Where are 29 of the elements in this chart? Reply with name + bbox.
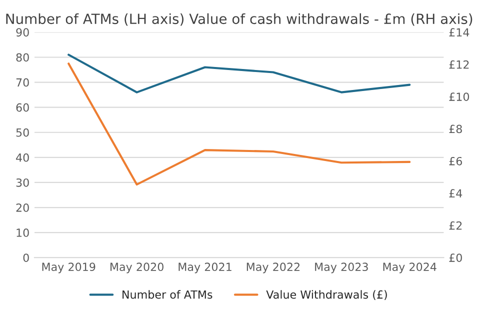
y2-tick-label: £10 [449, 92, 470, 101]
y-tick-label: 40 [16, 153, 29, 162]
line-series [68, 62, 411, 186]
y2-tick-label: £12 [449, 60, 469, 69]
x-tick-label: May 2022 [246, 262, 300, 274]
y2-tick-label: £0 [449, 254, 462, 262]
y2-tick-label: £14 [449, 28, 470, 36]
y-tick-label: 30 [16, 178, 29, 187]
y-tick-label: 0 [23, 254, 29, 262]
x-tick-label: May 2019 [42, 262, 96, 274]
y2-tick-label: £6 [449, 156, 462, 166]
legend-label: Value Withdrawals (£) [266, 290, 387, 300]
y-tick-label: 70 [16, 78, 29, 87]
x-tick-label: May 2020 [110, 262, 164, 274]
y2-tick-label: £8 [449, 124, 462, 134]
x-tick-label: May 2024 [383, 262, 436, 274]
chart-title: Number of ATMs (LH axis) Value of cash withdrawals - £m (RH axis) [6, 13, 472, 26]
legend-label: Number of ATMs [122, 290, 212, 299]
y-tick-label: 10 [16, 228, 29, 237]
y-tick-label: 50 [16, 128, 29, 137]
line-series [68, 54, 411, 94]
y-tick-label: 20 [16, 203, 29, 212]
y-tick-label: 80 [16, 53, 29, 62]
y-tick-label: 90 [16, 28, 29, 37]
x-tick-label: May 2021 [178, 262, 232, 274]
y2-tick-label: £2 [449, 221, 462, 230]
y-tick-label: 60 [16, 103, 29, 112]
y2-tick-label: £4 [449, 189, 462, 198]
x-tick-label: May 2023 [315, 262, 368, 274]
